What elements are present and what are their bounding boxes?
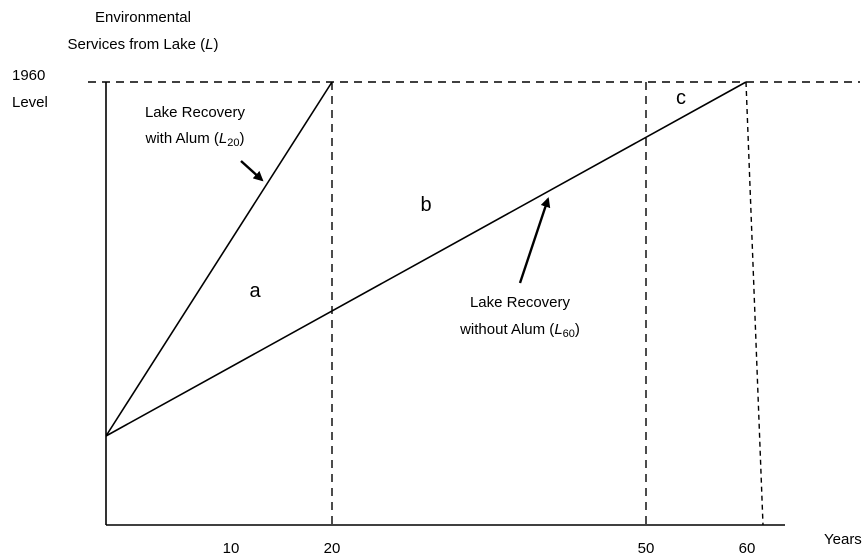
with-alum-label-line1: Lake Recovery	[145, 104, 246, 121]
arrow-without-alum	[518, 197, 551, 284]
level-1960-label-line2: Level	[12, 94, 48, 111]
level-1960-label-line1: 1960	[12, 67, 45, 84]
curve-with-alum	[105, 81, 333, 437]
region-b-label: b	[420, 194, 431, 216]
x-tick-20: 20	[324, 540, 341, 557]
year-60-dashed-line	[745, 81, 764, 526]
region-c-label: c	[676, 87, 686, 109]
x-tick-60: 60	[739, 540, 756, 557]
arrow-with-alum	[240, 160, 264, 182]
y-axis-title-line1: Environmental	[95, 9, 191, 26]
x-tick-10: 10	[223, 540, 240, 557]
with-alum-label-line2: with Alum (L20)	[145, 130, 245, 149]
region-a-label: a	[249, 280, 261, 302]
y-axis-title-line2: Services from Lake (L)	[68, 36, 219, 53]
x-tick-50: 50	[638, 540, 655, 557]
x-axis-title: Years	[824, 531, 862, 548]
without-alum-label-line2: without Alum (L60)	[459, 321, 580, 340]
without-alum-label-line1: Lake Recovery	[470, 294, 571, 311]
curve-without-alum	[105, 81, 747, 437]
